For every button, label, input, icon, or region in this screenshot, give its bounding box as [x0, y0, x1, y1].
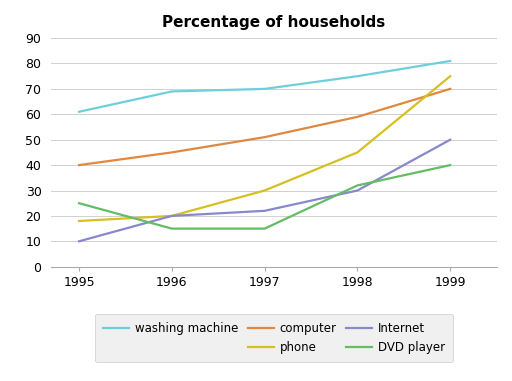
Legend: washing machine, , computer, phone, Internet, DVD player: washing machine, , computer, phone, Inte… — [95, 314, 453, 362]
Title: Percentage of households: Percentage of households — [162, 15, 386, 30]
